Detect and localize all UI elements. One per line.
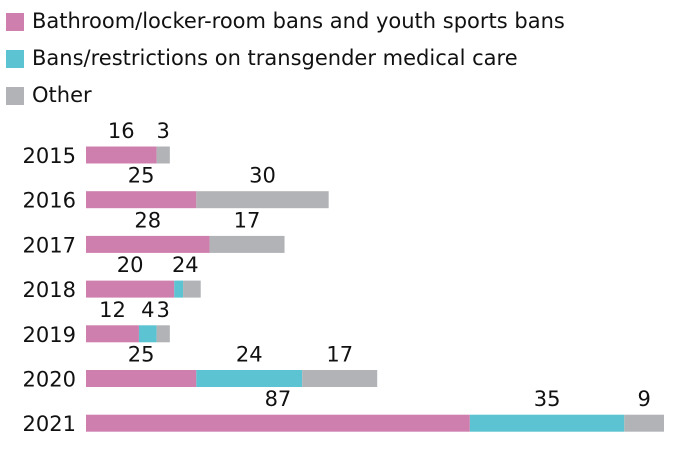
y-tick-label: 2021: [23, 412, 76, 436]
data-label: 3: [157, 119, 170, 143]
data-label: 30: [249, 164, 276, 188]
data-label: 20: [117, 253, 144, 277]
bar-segment: [183, 280, 201, 298]
bar-segment: [138, 325, 157, 343]
data-label: 3: [157, 298, 170, 322]
bar-segment: [156, 146, 170, 164]
bar-segment: [156, 325, 170, 343]
legend-swatch: [6, 87, 24, 105]
data-label: 87: [265, 387, 292, 411]
bar-segment: [86, 191, 197, 209]
bar-segment: [86, 146, 157, 164]
data-label: 2: [172, 253, 185, 277]
data-label: 16: [108, 119, 135, 143]
data-label: 4: [185, 253, 198, 277]
y-tick-label: 2019: [23, 323, 76, 347]
y-tick-label: 2018: [23, 278, 76, 302]
bar-segment: [469, 414, 625, 432]
data-label: 25: [128, 164, 155, 188]
bar-segment: [86, 235, 210, 253]
legend-swatch: [6, 50, 24, 68]
y-tick-label: 2020: [23, 368, 76, 392]
bar-segment: [86, 325, 139, 343]
y-tick-label: 2017: [23, 233, 76, 257]
legend-swatch: [6, 13, 24, 31]
data-label: 24: [236, 343, 263, 367]
bar-segment: [86, 280, 175, 298]
data-label: 25: [128, 343, 155, 367]
data-label: 17: [326, 343, 353, 367]
y-tick-label: 2016: [23, 189, 76, 213]
bar-segment: [209, 235, 285, 253]
legend-label: Other: [32, 83, 92, 107]
legend-label: Bathroom/locker-room bans and youth spor…: [32, 9, 565, 33]
bar-segment: [302, 370, 378, 387]
bar-segment: [196, 370, 303, 387]
data-label: 12: [99, 298, 126, 322]
data-label: 9: [637, 387, 650, 411]
bar-segment: [174, 280, 184, 298]
y-tick-label: 2015: [23, 144, 76, 168]
data-label: 17: [234, 208, 261, 232]
bar-segment: [624, 414, 664, 432]
data-label: 28: [134, 208, 161, 232]
bar-segment: [86, 414, 470, 432]
data-label: 35: [534, 387, 561, 411]
legend-label: Bans/restrictions on transgender medical…: [32, 46, 518, 70]
data-label: 4: [141, 298, 154, 322]
bar-segment: [86, 370, 197, 387]
bar-segment: [196, 191, 329, 209]
